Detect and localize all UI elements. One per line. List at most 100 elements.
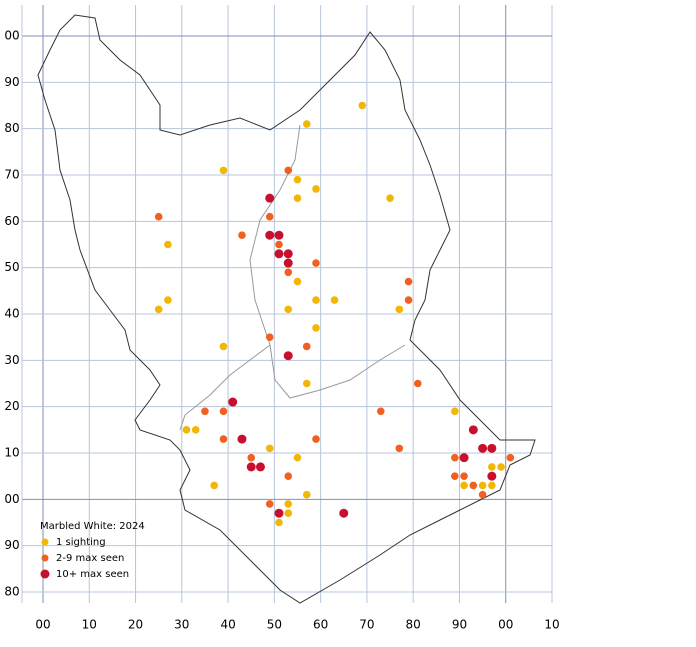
record-dot [293,194,302,202]
record-dot [284,268,293,277]
record-dot [154,212,163,221]
x-tick-label: 70 [359,618,374,632]
record-dot [451,453,459,462]
record-dot [395,305,404,314]
record-dot [487,471,497,481]
record-dot [460,472,468,480]
record-dot [293,453,302,462]
record-dot [293,175,302,184]
x-tick-label: 60 [313,618,328,632]
district-boundary [269,344,406,399]
x-tick-label: 00 [35,618,50,632]
record-dot [488,481,496,490]
record-dot [451,472,459,480]
record-dot [478,481,487,490]
y-tick-label: 70 [4,168,19,182]
legend-label: 1 sighting [56,537,106,548]
record-dot [302,342,311,351]
record-dot [191,426,200,434]
record-dot [312,296,320,304]
record-dot [376,407,385,416]
record-dot [312,259,320,267]
x-tick-label: 10 [544,618,559,632]
x-tick-label: 00 [498,618,513,632]
record-dot [246,462,256,472]
record-dot [219,435,228,443]
y-tick-label: 30 [4,353,19,367]
y-tick-label: 90 [4,75,19,89]
record-dot [358,101,367,110]
record-dot [284,509,293,518]
record-dot [219,166,228,175]
record-dot [283,258,293,268]
record-dot [478,443,488,453]
record-dot [283,249,293,259]
record-dot [238,231,246,240]
y-tick-label: 10 [4,446,19,460]
record-dot [404,296,413,304]
legend-label: 10+ max seen [56,569,129,580]
record-dot [265,333,274,341]
y-tick-label: 00 [4,492,19,506]
record-dot [265,212,274,221]
record-dot [488,463,496,471]
y-tick-label: 40 [4,307,19,321]
record-dot [312,185,320,193]
record-dot [274,508,284,518]
record-dot [284,500,293,508]
record-dot [478,490,487,499]
legend-swatch [41,554,49,562]
record-dot [395,444,404,453]
record-dot [497,463,505,471]
record-dot [182,426,191,434]
record-dot [386,194,394,202]
x-tick-label: 10 [82,618,97,632]
y-tick-label: 20 [4,399,19,413]
record-dot [274,230,284,240]
x-tick-label: 90 [452,618,467,632]
record-dot [469,481,478,490]
record-dot [330,296,339,304]
record-dot [284,472,293,480]
y-tick-label: 80 [4,585,19,599]
y-tick-label: 00 [4,29,19,43]
record-dot [247,453,256,462]
record-dot [312,324,320,332]
record-dot [265,500,274,508]
record-dot [255,462,265,472]
record-dot [414,379,422,388]
record-dot [460,481,468,490]
record-dot [459,453,469,463]
record-dot [283,351,293,361]
record-dot [275,518,283,527]
y-tick-label: 50 [4,260,19,274]
record-dot [210,481,219,490]
record-dot [164,240,172,249]
record-dot [237,434,247,444]
record-dot [228,397,238,407]
record-dot [302,379,311,388]
record-dot [219,407,228,416]
record-dot [265,193,275,203]
record-dot [164,296,172,304]
legend-title: Marbled White: 2024 [40,521,145,532]
y-tick-label: 90 [4,538,19,552]
county-boundary [37,14,536,604]
record-dot [293,277,302,286]
x-tick-label: 40 [220,618,235,632]
record-dot [284,305,293,314]
record-dot [302,490,311,499]
record-dot [265,230,275,240]
x-tick-label: 80 [406,618,421,632]
legend-swatch [41,538,49,546]
record-dot [219,342,228,351]
record-dot [339,508,349,518]
x-tick-label: 50 [267,618,282,632]
y-tick-label: 80 [4,121,19,135]
record-dot [275,240,283,249]
record-dot [265,444,274,453]
x-tick-label: 30 [174,618,189,632]
y-tick-label: 60 [4,214,19,228]
record-dot [201,407,209,416]
